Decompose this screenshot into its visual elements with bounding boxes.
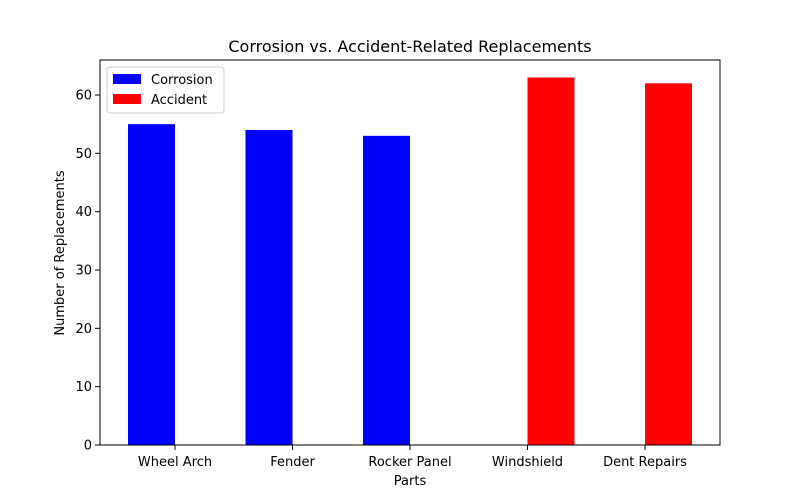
x-tick-label: Dent Repairs: [603, 455, 687, 470]
y-tick-label: 10: [75, 380, 92, 395]
y-axis-label: Number of Replacements: [53, 170, 68, 335]
legend-label-accident: Accident: [151, 93, 207, 108]
x-tick-label: Fender: [270, 455, 315, 470]
y-tick-label: 30: [75, 264, 92, 279]
x-tick-label: Windshield: [492, 455, 563, 470]
y-tick-label: 40: [75, 205, 92, 220]
x-tick-label: Wheel Arch: [138, 455, 212, 470]
x-tick-label: Rocker Panel: [368, 455, 451, 470]
legend-swatch-accident: [113, 94, 141, 104]
legend: Corrosion Accident: [106, 66, 225, 114]
bars-group: [128, 77, 692, 446]
chart-title: Corrosion vs. Accident-Related Replaceme…: [228, 37, 591, 56]
x-axis-label: Parts: [394, 474, 427, 489]
legend-swatch-corrosion: [113, 74, 141, 84]
y-tick-label: 20: [75, 322, 92, 337]
bar-accident-dent-repairs: [645, 83, 692, 445]
bar-corrosion-fender: [245, 130, 293, 445]
axes-group: 0 10 20 30 40 50 60 Wheel Arch Fender Rocker Pane…: [75, 59, 721, 470]
y-tick-label: 0: [84, 439, 92, 454]
bar-accident-windshield: [527, 77, 575, 445]
y-tick-label: 50: [75, 147, 92, 162]
bar-corrosion-rocker-panel: [363, 135, 410, 445]
legend-label-corrosion: Corrosion: [151, 73, 213, 88]
bar-corrosion-wheel-arch: [128, 124, 175, 446]
y-tick-label: 60: [75, 89, 92, 104]
